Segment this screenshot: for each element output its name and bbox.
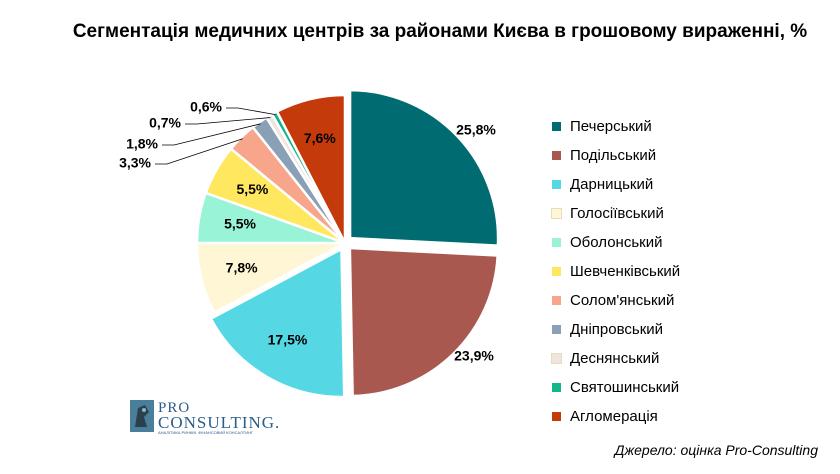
legend-label-10: Святошинський [570, 379, 680, 396]
logo-tagline: АНАЛІТИКА РИНКІВ. ФІНАНСОВИЙ КОНСАЛТИНГ [158, 430, 254, 435]
data-label-4: 7,8% [226, 260, 258, 276]
legend-swatch-3 [552, 180, 561, 189]
legend-item-7: Солом'янський [552, 286, 752, 315]
legend-label-7: Солом'янський [570, 292, 675, 309]
legend-label-5: Оболонський [570, 234, 663, 251]
legend-swatch-7 [552, 296, 561, 305]
pro-consulting-logo: PRO CONSULTING. АНАЛІТИКА РИНКІВ. ФІНАНС… [130, 400, 281, 435]
legend-label-9: Деснянський [570, 350, 660, 367]
pie-slice-2 [348, 246, 499, 398]
data-label-10: 0,6% [190, 99, 222, 115]
data-label-3: 17,5% [268, 332, 308, 348]
logo-mark-icon [130, 400, 154, 432]
legend-swatch-11 [552, 412, 561, 421]
legend-swatch-5 [552, 238, 561, 247]
legend-label-1: Печерський [570, 118, 652, 135]
pie-slice-11 [275, 93, 347, 244]
source-note: Джерело: оцінка Pro-Consulting [614, 442, 818, 458]
logo-text-pro: PRO [158, 400, 191, 416]
legend-item-11: Агломерація [552, 402, 752, 431]
data-label-8: 1,8% [126, 136, 158, 152]
legend-item-10: Святошинський [552, 373, 752, 402]
legend-item-4: Голосіївський [551, 199, 752, 228]
legend-item-8: Дніпровський [552, 315, 752, 344]
leader-line-7 [155, 138, 243, 165]
data-label-7: 3,3% [119, 155, 151, 171]
pie-slice-3 [209, 246, 346, 399]
legend-swatch-2 [552, 151, 561, 160]
pie-slice-1 [348, 88, 500, 247]
legend-label-4: Голосіївський [570, 205, 664, 222]
chart-title: Сегментація медичних центрів за районами… [72, 21, 808, 42]
legend-swatch-8 [552, 325, 561, 334]
legend-label-6: Шевченківський [570, 263, 681, 280]
logo-text-consulting: CONSULTING. [158, 413, 281, 432]
legend-swatch-1 [552, 122, 561, 131]
leader-line-10 [226, 107, 276, 116]
legend-label-11: Агломерація [570, 408, 658, 425]
legend-item-3: Дарницький [552, 170, 752, 199]
leader-line-8 [162, 123, 261, 146]
legend: Печерський Подільський Дарницький Голосіївс… [551, 112, 752, 431]
leader-line-9 [185, 117, 271, 125]
legend-item-9: Деснянський [551, 344, 752, 373]
data-label-6: 5,5% [236, 181, 268, 197]
data-label-11: 7,6% [304, 130, 336, 146]
data-label-1: 25,8% [456, 122, 496, 138]
legend-item-6: Шевченківський [552, 257, 752, 286]
legend-swatch-9 [551, 353, 562, 364]
legend-item-5: Оболонський [552, 228, 752, 257]
legend-label-8: Дніпровський [570, 321, 664, 338]
legend-label-3: Дарницький [570, 176, 654, 193]
legend-swatch-6 [552, 267, 561, 276]
legend-swatch-4 [551, 208, 562, 219]
data-label-2: 23,9% [454, 348, 494, 364]
legend-label-2: Подільський [570, 147, 657, 164]
data-label-5: 5,5% [224, 215, 256, 231]
legend-item-2: Подільський [552, 141, 752, 170]
data-label-9: 0,7% [149, 115, 181, 131]
legend-swatch-10 [552, 383, 561, 392]
legend-item-1: Печерський [552, 112, 752, 141]
